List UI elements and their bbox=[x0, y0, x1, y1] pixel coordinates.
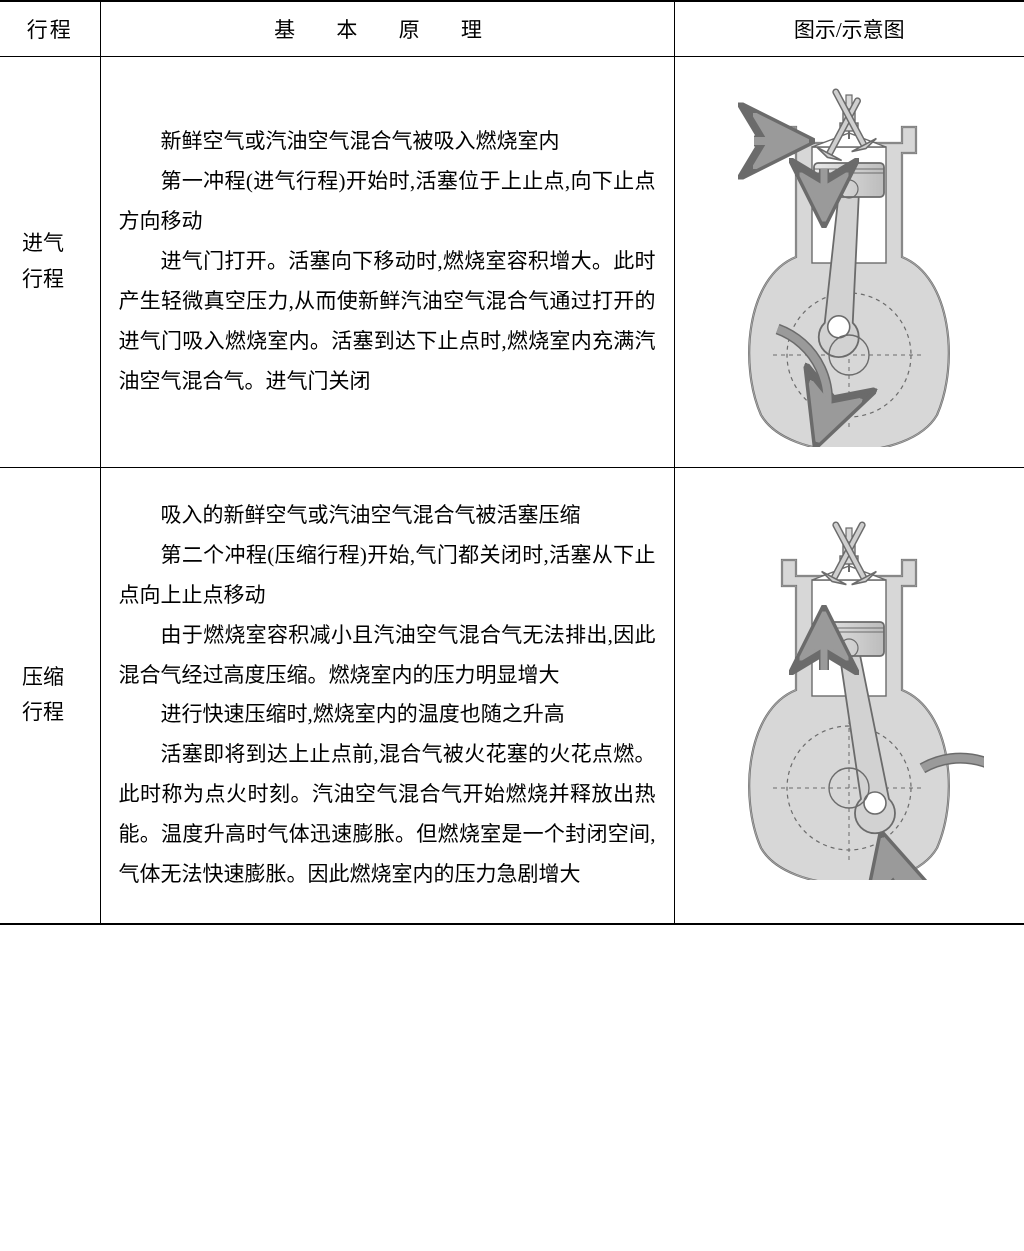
header-diagram: 图示/示意图 bbox=[674, 1, 1024, 57]
diagram-cell bbox=[674, 57, 1024, 468]
principle-paragraph: 活塞即将到达上止点前,混合气被火花塞的火花点燃。此时称为点火时刻。汽油空气混合气… bbox=[119, 735, 656, 895]
principle-paragraph: 进气门打开。活塞向下移动时,燃烧室容积增大。此时产生轻微真空压力,从而使新鲜汽油… bbox=[119, 242, 656, 402]
stroke-name-line: 行程 bbox=[22, 695, 90, 731]
stroke-table: 行程 基 本 原 理 图示/示意图 进气行程新鲜空气或汽油空气混合气被吸入燃烧室… bbox=[0, 0, 1024, 925]
principle-paragraph: 进行快速压缩时,燃烧室内的温度也随之升高 bbox=[119, 695, 656, 735]
stroke-name-line: 进气 bbox=[22, 226, 90, 262]
principle-paragraph: 由于燃烧室容积减小且汽油空气混合气无法排出,因此混合气经过高度压缩。燃烧室内的压… bbox=[119, 616, 656, 696]
engine-diagram-compression bbox=[714, 510, 984, 880]
engine-diagram-intake bbox=[714, 77, 984, 447]
stroke-name-cell: 压缩行程 bbox=[0, 468, 100, 924]
principle-paragraph: 第一冲程(进气行程)开始时,活塞位于上止点,向下止点方向移动 bbox=[119, 162, 656, 242]
diagram-cell bbox=[674, 468, 1024, 924]
principle-paragraph: 吸入的新鲜空气或汽油空气混合气被活塞压缩 bbox=[119, 496, 656, 536]
stroke-name-line: 行程 bbox=[22, 262, 90, 298]
header-stroke: 行程 bbox=[0, 1, 100, 57]
stroke-name-line: 压缩 bbox=[22, 660, 90, 696]
principle-cell: 吸入的新鲜空气或汽油空气混合气被活塞压缩第二个冲程(压缩行程)开始,气门都关闭时… bbox=[100, 468, 674, 924]
principle-cell: 新鲜空气或汽油空气混合气被吸入燃烧室内第一冲程(进气行程)开始时,活塞位于上止点… bbox=[100, 57, 674, 468]
table-row: 进气行程新鲜空气或汽油空气混合气被吸入燃烧室内第一冲程(进气行程)开始时,活塞位… bbox=[0, 57, 1024, 468]
header-principle: 基 本 原 理 bbox=[100, 1, 674, 57]
table-row: 压缩行程吸入的新鲜空气或汽油空气混合气被活塞压缩第二个冲程(压缩行程)开始,气门… bbox=[0, 468, 1024, 924]
principle-paragraph: 第二个冲程(压缩行程)开始,气门都关闭时,活塞从下止点向上止点移动 bbox=[119, 536, 656, 616]
stroke-name-cell: 进气行程 bbox=[0, 57, 100, 468]
principle-paragraph: 新鲜空气或汽油空气混合气被吸入燃烧室内 bbox=[119, 122, 656, 162]
